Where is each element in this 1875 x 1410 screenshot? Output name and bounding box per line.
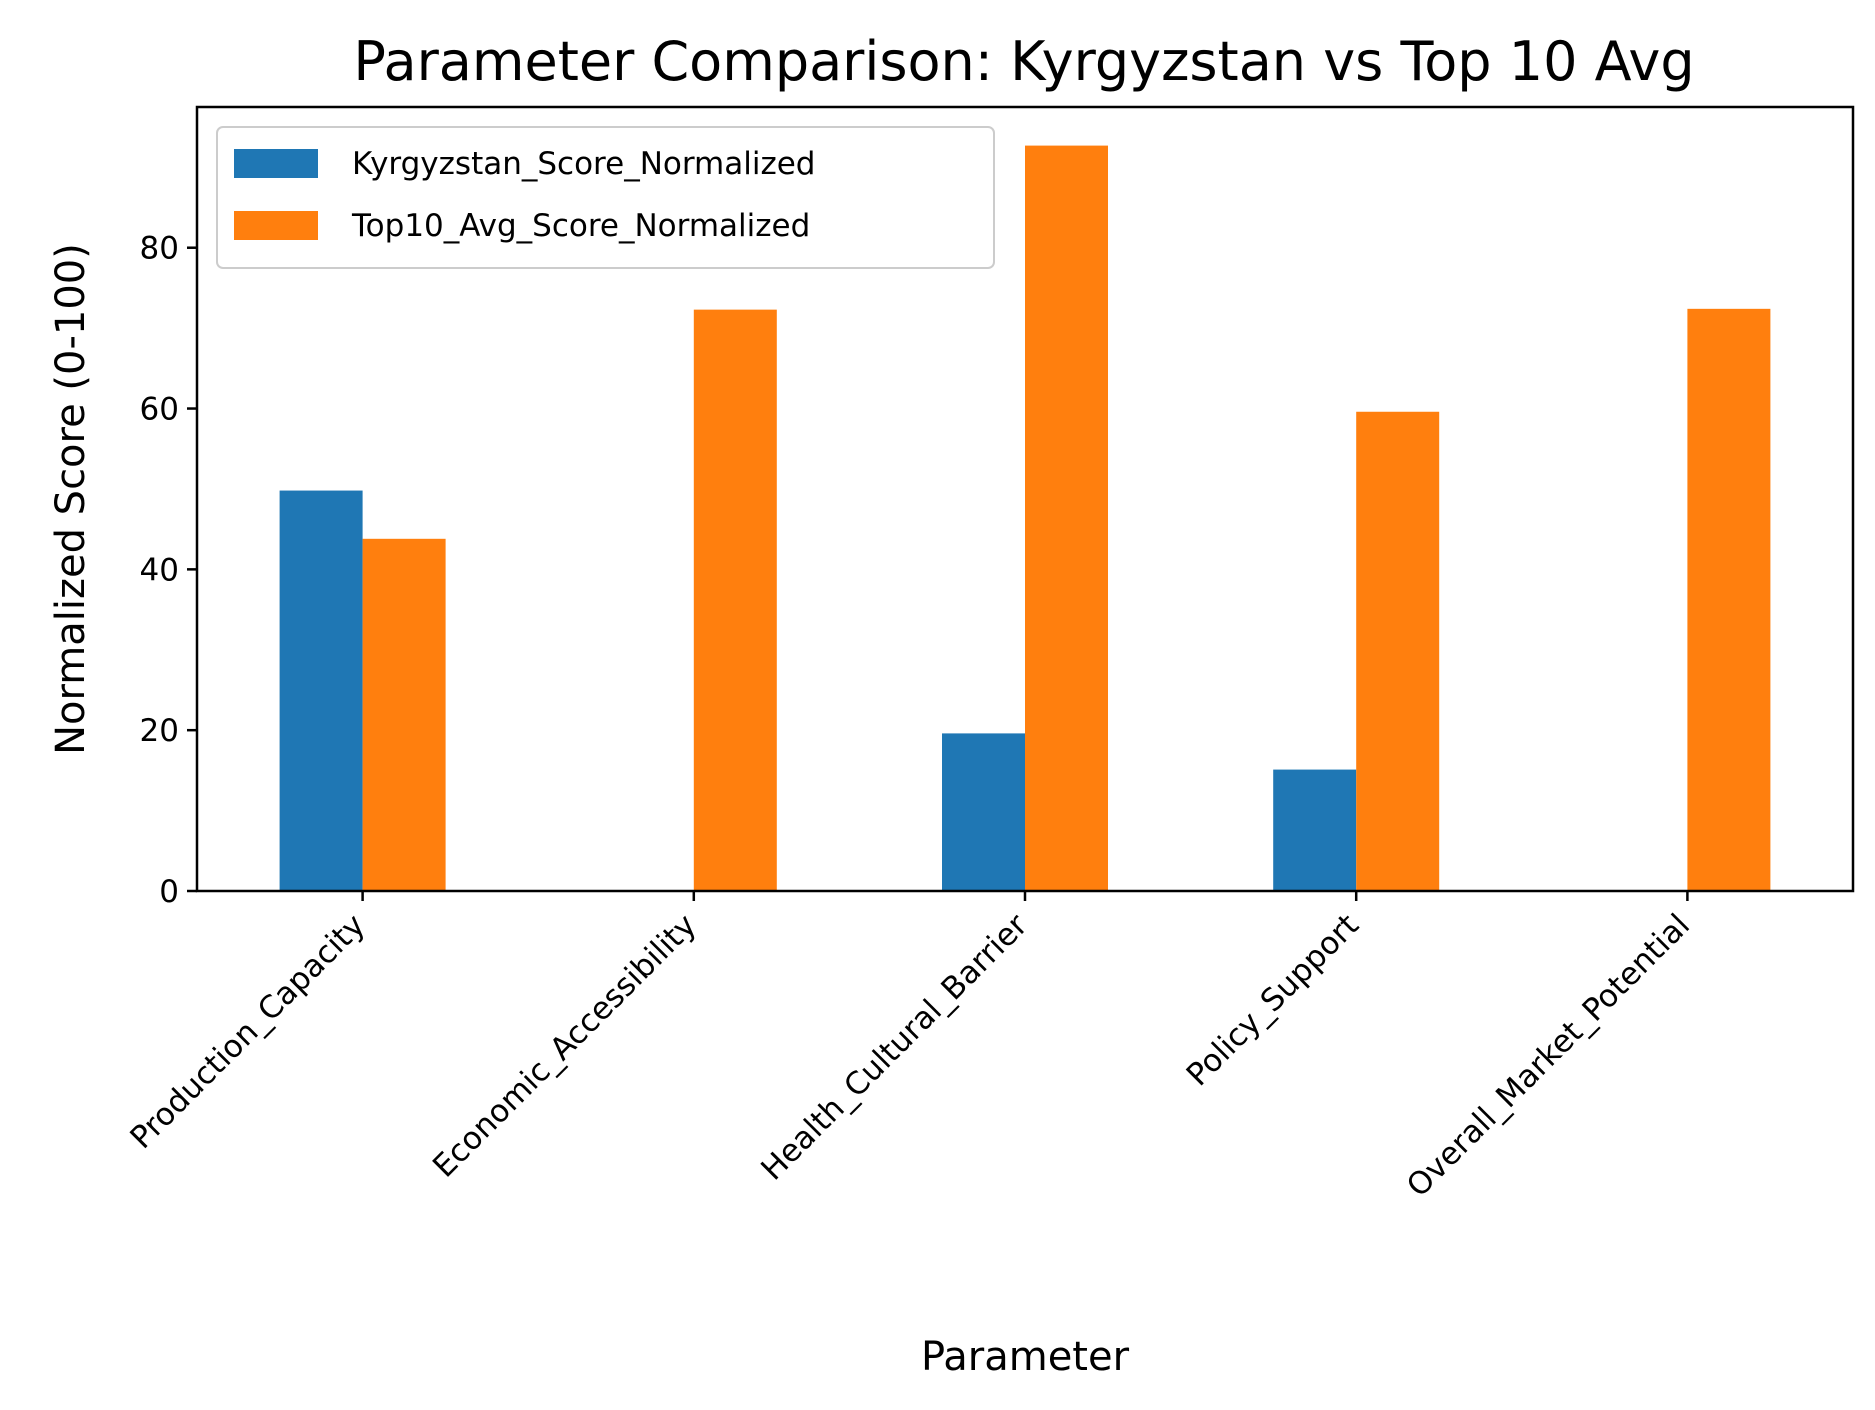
legend-label-1: Top10_Avg_Score_Normalized — [351, 208, 810, 244]
y-tick-label-3: 60 — [140, 392, 179, 428]
legend-frame — [216, 126, 995, 269]
x-axis-label: Parameter — [921, 1334, 1130, 1380]
y-tick-label-4: 80 — [140, 231, 179, 267]
y-axis-ticks: 0 20 40 60 80 — [140, 231, 197, 910]
bar-top10-3 — [1356, 411, 1440, 891]
legend-swatch-0 — [234, 149, 318, 178]
y-axis-label: Normalized Score (0-100) — [48, 243, 94, 755]
bar-kyrgyzstan-0 — [279, 490, 363, 891]
bar-top10-2 — [1025, 145, 1108, 891]
legend-items: Kyrgyzstan_Score_Normalized Top10_Avg_Sco… — [234, 146, 816, 244]
legend-label-0: Kyrgyzstan_Score_Normalized — [352, 146, 816, 182]
chart-title: Parameter Comparison: Kyrgyzstan vs Top … — [353, 30, 1694, 93]
y-tick-label-0: 0 — [159, 874, 179, 910]
bar-top10-4 — [1687, 308, 1771, 892]
legend: Kyrgyzstan_Score_Normalized Top10_Avg_Sco… — [216, 126, 995, 269]
bar-top10-1 — [693, 309, 777, 891]
legend-swatch-1 — [234, 211, 318, 240]
y-tick-label-2: 40 — [140, 552, 179, 588]
bars-layer — [279, 145, 1771, 892]
bar-top10-0 — [362, 538, 446, 891]
bar-kyrgyzstan-3 — [1273, 769, 1357, 891]
y-tick-label-1: 20 — [140, 713, 179, 749]
bar-kyrgyzstan-2 — [942, 733, 1025, 891]
